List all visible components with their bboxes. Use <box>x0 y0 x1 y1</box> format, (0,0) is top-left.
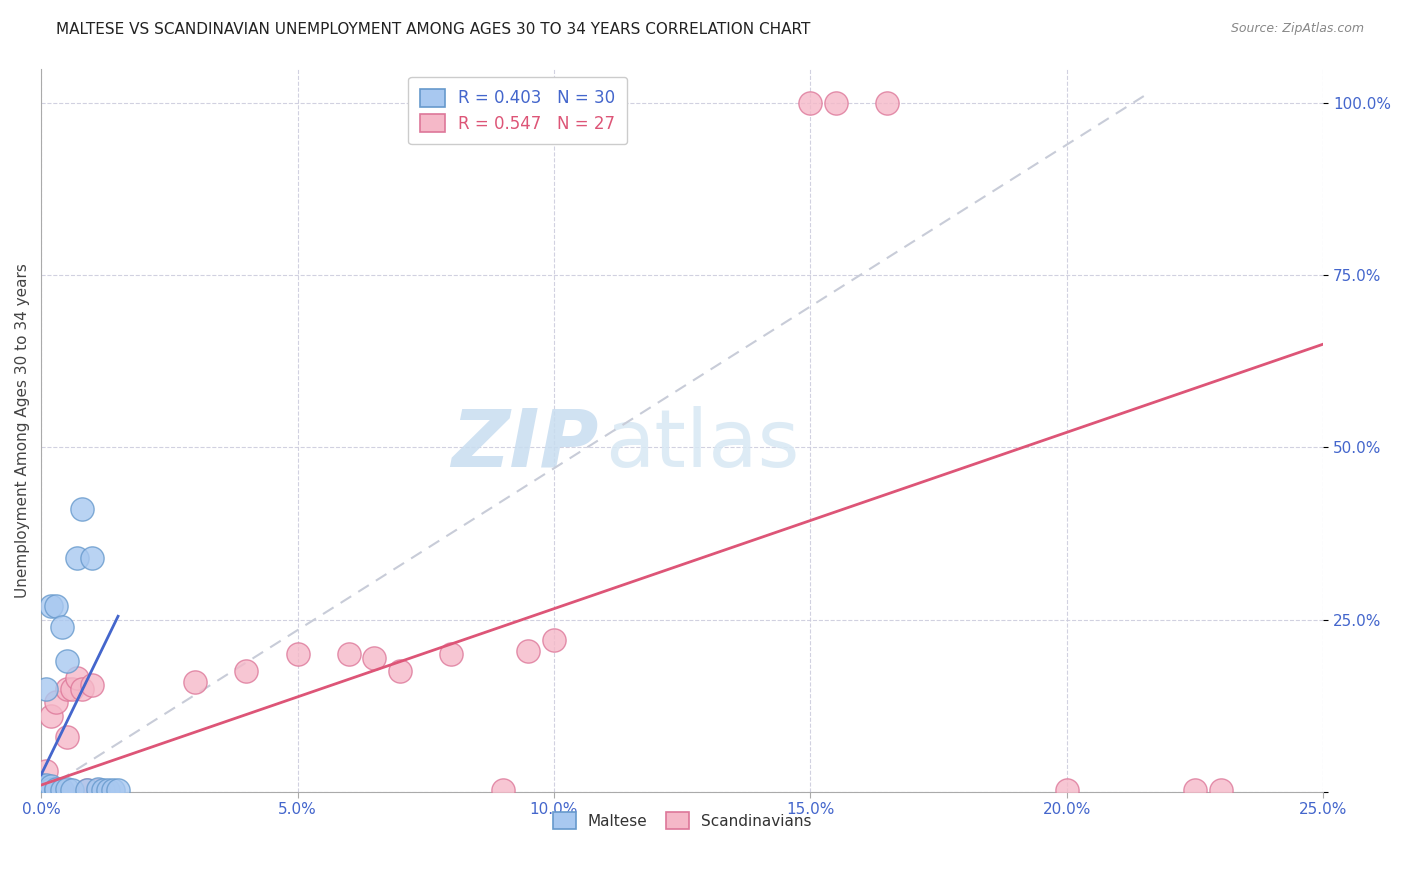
Point <box>45 783 67 797</box>
Point <box>55 781 77 796</box>
Point <box>30 780 52 794</box>
Point <box>66 550 89 565</box>
Point <box>97 783 120 797</box>
Point <box>41 599 63 613</box>
Point <box>45 695 67 709</box>
Point <box>45 599 67 613</box>
Point <box>30 783 52 797</box>
Text: MALTESE VS SCANDINAVIAN UNEMPLOYMENT AMONG AGES 30 TO 34 YEARS CORRELATION CHART: MALTESE VS SCANDINAVIAN UNEMPLOYMENT AMO… <box>56 22 811 37</box>
Point <box>492 783 515 797</box>
Point <box>66 671 89 685</box>
Point <box>82 678 104 692</box>
Point <box>1184 783 1206 797</box>
Point <box>41 783 63 797</box>
Point <box>70 681 93 696</box>
Point <box>35 783 58 797</box>
Point <box>101 783 124 797</box>
Point <box>60 783 83 797</box>
Point <box>876 95 898 110</box>
Point <box>517 644 540 658</box>
Point <box>30 783 52 797</box>
Point <box>825 95 848 110</box>
Point <box>799 95 821 110</box>
Point <box>86 783 108 797</box>
Point <box>41 781 63 796</box>
Point <box>35 783 58 797</box>
Point <box>440 647 463 661</box>
Point <box>30 781 52 796</box>
Point <box>55 654 77 668</box>
Point <box>35 780 58 794</box>
Text: atlas: atlas <box>605 406 800 483</box>
Text: Source: ZipAtlas.com: Source: ZipAtlas.com <box>1230 22 1364 36</box>
Point <box>51 783 73 797</box>
Point <box>1209 783 1232 797</box>
Point <box>543 633 565 648</box>
Text: ZIP: ZIP <box>451 406 599 483</box>
Point <box>70 502 93 516</box>
Legend: Maltese, Scandinavians: Maltese, Scandinavians <box>547 806 818 835</box>
Point <box>184 674 207 689</box>
Point <box>363 650 385 665</box>
Point <box>41 780 63 794</box>
Point <box>55 681 77 696</box>
Point <box>35 781 58 796</box>
Point <box>45 781 67 796</box>
Point <box>60 681 83 696</box>
Point <box>1056 783 1078 797</box>
Point <box>41 709 63 723</box>
Point <box>35 778 58 792</box>
Point <box>86 781 108 796</box>
Point <box>76 783 98 797</box>
Point <box>337 647 360 661</box>
Point <box>55 730 77 744</box>
Point <box>235 665 257 679</box>
Point <box>41 783 63 797</box>
Point <box>51 619 73 633</box>
Point <box>76 783 98 797</box>
Point <box>35 764 58 779</box>
Point <box>51 783 73 797</box>
Point <box>82 550 104 565</box>
Y-axis label: Unemployment Among Ages 30 to 34 years: Unemployment Among Ages 30 to 34 years <box>15 263 30 598</box>
Point <box>287 647 309 661</box>
Point <box>389 665 412 679</box>
Point <box>35 681 58 696</box>
Point <box>91 783 114 797</box>
Point <box>30 778 52 792</box>
Point <box>107 783 129 797</box>
